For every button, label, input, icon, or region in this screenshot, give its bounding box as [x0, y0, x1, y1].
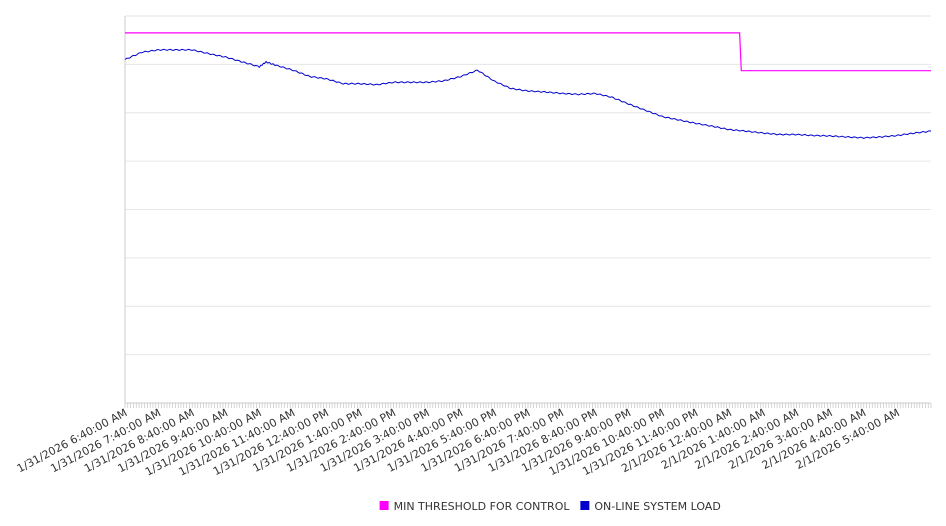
series-line-min-threshold: [125, 32, 931, 72]
series-line-online-load: [124, 48, 932, 140]
gridlines: [125, 15, 931, 404]
axes: [124, 16, 932, 408]
legend-label: MIN THRESHOLD FOR CONTROL: [394, 500, 571, 513]
series-lines: [124, 32, 932, 140]
legend-swatch: [379, 501, 389, 510]
legend: MIN THRESHOLD FOR CONTROL ON-LINE SYSTEM …: [379, 500, 721, 513]
legend-swatch: [580, 501, 590, 510]
legend-label: ON-LINE SYSTEM LOAD: [594, 500, 720, 513]
x-tick-labels: 1/31/2026 6:40:00 AM1/31/2026 7:40:00 AM…: [15, 406, 902, 478]
